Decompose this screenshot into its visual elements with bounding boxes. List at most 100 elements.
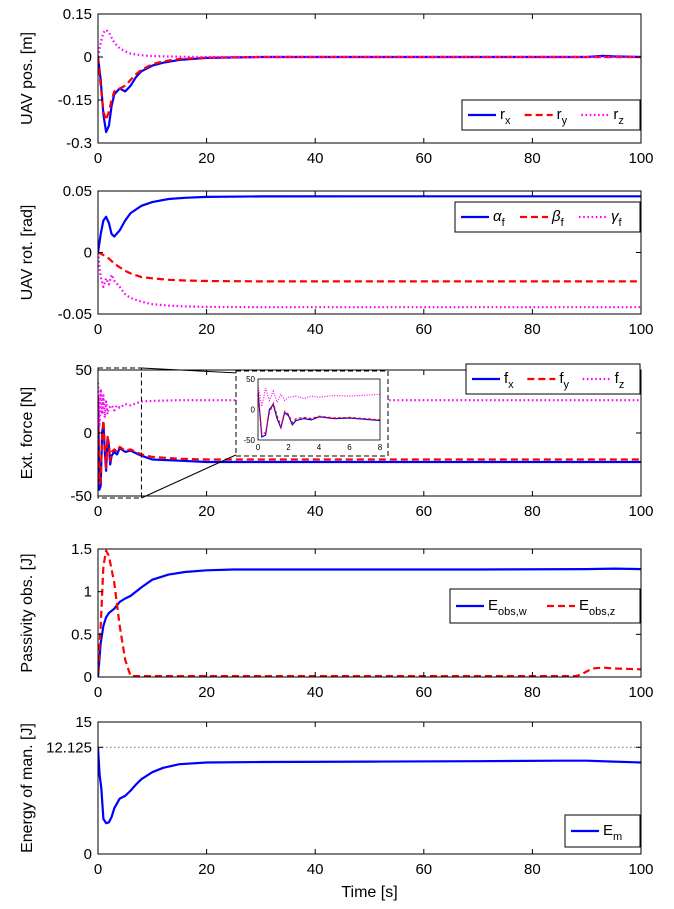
zoom-connector [141,453,239,499]
chart-panel-1: 0 20 40 60 80 100 -0.3 -0.15 0 0.15 UAV pos. [m] rx… [19,6,654,167]
y-tick-label: 0 [84,425,92,442]
y-tick-label: 0.05 [63,183,92,200]
legend-entry-z: fz [615,370,625,391]
legend-entry-x: rx [500,106,511,127]
series-line-r-z [98,28,641,59]
x-tick-label: 100 [628,321,653,338]
series-line-E-m [98,747,641,825]
legend-entry-obs,z: Eobs,z [579,597,615,618]
y-tick-label: 0 [84,49,92,66]
y-tick-label: -50 [70,488,92,505]
y-tick-label: -0.3 [66,135,92,152]
x-tick-label: 20 [198,861,215,878]
y-tick-label: 0.15 [63,6,92,23]
x-tick-label: 60 [415,150,432,167]
legend-entry-y: ry [557,106,568,127]
y-tick-label: 1 [84,584,92,601]
x-tick-label: 20 [198,150,215,167]
y-axis-label: Ext. force [N] [19,387,36,479]
inset-x-tick-label: 2 [286,443,291,452]
inset-axes [257,378,381,441]
y-tick-label: 50 [75,362,92,379]
legend-entry-f: αf [493,208,506,229]
x-tick-label: 100 [628,684,653,701]
chart-panel-5: 0 20 40 60 80 100 0 12.125 15 Energy of man. [J] T… [19,714,654,901]
inset-series-y [258,391,380,435]
inset-y-tick-label: 0 [251,406,256,415]
legend-entry-y: fy [559,370,569,391]
axes-box [97,721,642,855]
x-tick-label: 40 [307,321,324,338]
legend-entry-f: γf [611,208,623,229]
x-tick-label: 100 [628,503,653,520]
x-tick-label: 20 [198,321,215,338]
zoom-region-box [97,367,142,499]
x-tick-label: 0 [94,503,102,520]
series-line-γ-f [98,252,641,309]
inset-y-tick-label: 50 [246,375,255,384]
y-tick-label: 1.5 [71,541,92,558]
x-tick-label: 100 [628,150,653,167]
x-axis-label: Time [s] [341,884,397,901]
x-tick-label: 80 [524,861,541,878]
zoom-connector [141,367,239,374]
x-tick-label: 0 [94,150,102,167]
y-axis-label: UAV pos. [m] [19,32,36,125]
x-tick-label: 40 [307,150,324,167]
inset-x-tick-label: 6 [347,443,352,452]
x-tick-label: 80 [524,503,541,520]
inset-x-tick-label: 4 [317,443,322,452]
x-tick-label: 40 [307,684,324,701]
x-tick-label: 80 [524,321,541,338]
y-tick-label: -0.15 [58,92,92,109]
y-tick-label: 0 [84,669,92,686]
y-tick-label: 0 [84,846,92,863]
inset-series-z [258,384,380,407]
axes-box [97,548,642,678]
inset-x-tick-label: 8 [378,443,383,452]
chart-panel-4: 0 20 40 60 80 100 0 0.5 1 1.5 Passivity obs. [J] Eo… [19,541,654,701]
x-tick-label: 60 [415,321,432,338]
x-tick-label: 80 [524,684,541,701]
x-tick-label: 0 [94,684,102,701]
x-tick-label: 60 [415,503,432,520]
series-line-β-f [98,251,641,283]
inset-frame [235,370,389,457]
x-tick-label: 60 [415,684,432,701]
legend: Eobs,w Eobs,z [449,588,641,624]
x-tick-label: 80 [524,150,541,167]
legend-entry-obs,w: Eobs,w [488,597,527,618]
x-tick-label: 0 [94,321,102,338]
series-line-f-z [98,382,641,428]
legend: αf βf γf [454,201,641,233]
legend-entry-f: βf [551,208,565,229]
legend-entry-z: rz [613,106,624,127]
legend: Em [564,814,641,848]
y-axis-label: UAV rot. [rad] [19,205,36,301]
legend: rx ry rz [461,99,641,131]
series-line-E-obs,w [98,567,641,677]
y-tick-label: -0.05 [58,306,92,323]
legend: fx fy fz [465,363,641,395]
y-tick-label: 15 [75,714,92,731]
series-line-r-y [98,55,641,122]
x-tick-label: 100 [628,861,653,878]
x-tick-label: 20 [198,503,215,520]
axes-box [97,13,642,144]
inset-y-tick-label: -50 [243,436,255,445]
y-tick-label: 0.5 [71,626,92,643]
legend-entry-m: Em [603,822,622,843]
y-tick-label: 0 [84,245,92,262]
y-tick-label: 12.125 [46,739,92,756]
x-tick-label: 40 [307,503,324,520]
legend-entry-x: fx [504,370,514,391]
series-line-α-f [98,195,641,253]
x-tick-label: 0 [94,861,102,878]
series-line-f-y [98,395,641,485]
y-axis-label: Passivity obs. [J] [19,553,36,672]
inset-x-tick-label: 0 [256,443,261,452]
